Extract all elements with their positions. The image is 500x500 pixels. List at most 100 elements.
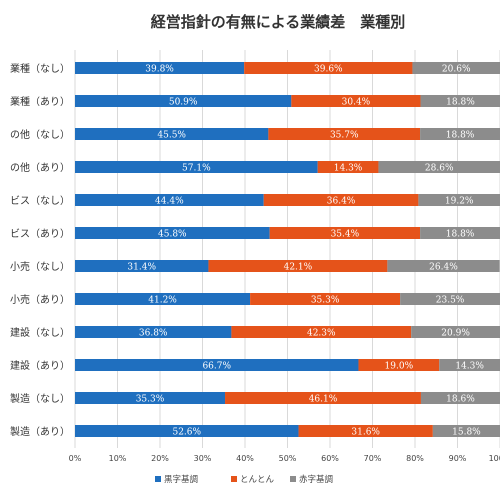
category-label: 製造（なし）	[10, 392, 70, 405]
bars: 39.8% 39.6% 20.6% 50.9% 30.4% 18.8% 45.5% 35.7%…	[75, 62, 500, 438]
data-label: 35.7%	[330, 131, 359, 141]
category-label: の他（あり）	[10, 161, 70, 174]
bar-segment	[244, 62, 413, 74]
data-label: 20.9%	[441, 329, 470, 339]
x-tick-label: 0%	[69, 454, 82, 463]
legend-swatch	[155, 476, 161, 482]
x-tick-label: 40%	[236, 454, 254, 463]
bar-segment	[358, 359, 440, 371]
bar-segment	[268, 128, 421, 140]
x-tick-label: 20%	[151, 454, 169, 463]
bar-segment	[439, 359, 500, 371]
data-label: 46.1%	[309, 395, 338, 405]
category-label: ビス（なし）	[10, 195, 70, 207]
category-label: 製造（あり）	[10, 425, 70, 438]
category-label: 業種（あり）	[10, 95, 70, 108]
bar-segment	[420, 128, 500, 140]
x-tick-label: 100%	[489, 454, 500, 463]
bar-segment	[411, 326, 500, 338]
bar-segment	[75, 326, 232, 338]
bar-segment	[432, 425, 500, 437]
bar-segment	[317, 161, 379, 173]
data-label: 41.2%	[148, 296, 177, 306]
bar-segment	[75, 359, 359, 371]
data-label: 45.5%	[157, 131, 186, 141]
category-label: 小売（あり）	[10, 293, 70, 306]
bar-segment	[75, 260, 209, 272]
bar-segment	[250, 293, 401, 305]
x-tick-label: 60%	[321, 454, 339, 463]
bar-segment	[420, 227, 500, 239]
x-tick-label: 30%	[194, 454, 212, 463]
data-label: 35.3%	[136, 395, 165, 405]
data-label: 19.2%	[445, 197, 474, 207]
bar-segment	[75, 194, 264, 206]
data-label: 19.0%	[385, 362, 414, 372]
x-axis: 0% 10% 20% 30% 40% 50% 60% 70% 80% 90% 100%	[69, 454, 500, 463]
bar-segment	[420, 95, 500, 107]
data-label: 39.8%	[145, 65, 174, 75]
data-label: 52.6%	[172, 428, 201, 438]
data-label: 50.9%	[169, 98, 198, 108]
legend-swatch	[290, 476, 296, 482]
x-tick-label: 80%	[406, 454, 424, 463]
category-label: 建設（あり）	[10, 359, 70, 372]
data-label: 28.6%	[425, 164, 454, 174]
bar-segment	[420, 392, 500, 404]
bar-segment	[75, 62, 245, 74]
category-label: 小売（なし）	[10, 260, 70, 273]
data-label: 44.4%	[155, 197, 184, 207]
category-labels: 業種（なし） 業種（あり） の他（なし） の他（あり） ビス（なし） ビス（あり） 小売（な…	[10, 62, 70, 438]
bar-segment	[75, 128, 269, 140]
bar-segment	[378, 161, 500, 173]
legend-label: 赤字基調	[299, 474, 333, 485]
data-label: 35.3%	[311, 296, 340, 306]
legend-label: とんとん	[240, 475, 275, 485]
legend: 黒字基調 とんとん 赤字基調	[155, 474, 333, 485]
bar-segment	[298, 425, 433, 437]
data-label: 36.4%	[327, 197, 356, 207]
x-tick-label: 90%	[449, 454, 467, 463]
bar-segment	[75, 161, 318, 173]
data-label: 57.1%	[182, 164, 211, 174]
data-label: 18.8%	[446, 230, 475, 240]
bar-segment	[291, 95, 421, 107]
bar-segment	[75, 95, 292, 107]
data-label: 31.4%	[127, 263, 156, 273]
bar-segment	[208, 260, 388, 272]
category-label: 建設（なし）	[10, 326, 70, 339]
data-label: 42.3%	[307, 329, 336, 339]
bar-segment	[75, 425, 299, 437]
data-label: 23.5%	[436, 296, 465, 306]
data-label: 42.1%	[284, 263, 313, 273]
category-label: ビス（あり）	[10, 228, 70, 240]
data-label: 66.7%	[202, 362, 231, 372]
gridlines	[74, 50, 500, 448]
bar-segment	[263, 194, 419, 206]
data-label: 18.8%	[446, 131, 475, 141]
data-label: 14.3%	[455, 362, 484, 372]
bar-segment	[231, 326, 412, 338]
bar-segment	[400, 293, 500, 305]
data-label: 20.6%	[442, 65, 471, 75]
bar-segment	[412, 62, 500, 74]
data-label: 39.6%	[314, 65, 343, 75]
data-label: 45.8%	[158, 230, 187, 240]
x-tick-label: 10%	[109, 454, 127, 463]
data-label: 30.4%	[342, 98, 371, 108]
category-label: 業種（なし）	[10, 62, 70, 75]
legend-label: 黒字基調	[164, 474, 198, 485]
x-tick-label: 50%	[279, 454, 297, 463]
category-label: の他（なし）	[10, 128, 70, 141]
data-label: 36.8%	[139, 329, 168, 339]
bar-segment	[75, 227, 270, 239]
bar-segment	[387, 260, 500, 272]
data-label: 15.8%	[452, 428, 481, 438]
chart-title: 経営指針の有無による業績差 業種別	[151, 13, 406, 31]
bar-segment	[75, 392, 226, 404]
bar-segment	[225, 392, 421, 404]
bar-segment	[75, 293, 251, 305]
data-label: 18.8%	[446, 98, 475, 108]
